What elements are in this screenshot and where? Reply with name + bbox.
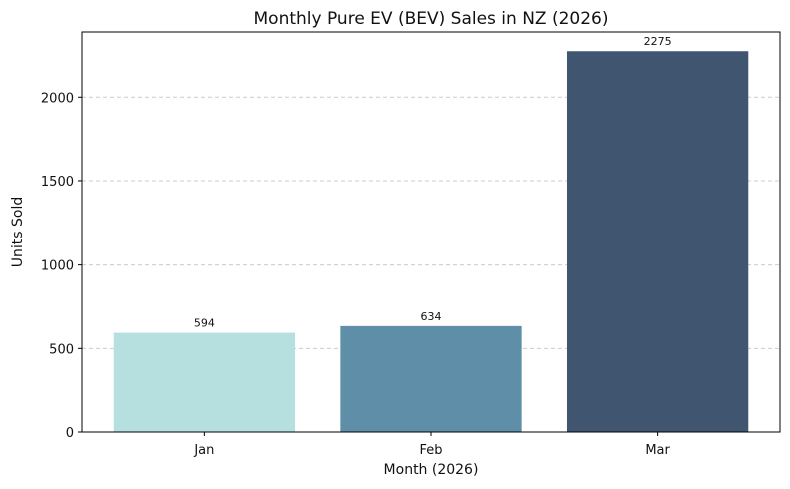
data-labels: 594 634 2275 bbox=[194, 35, 672, 329]
x-axis-label: Month (2026) bbox=[384, 462, 479, 478]
y-tick-label: 500 bbox=[49, 342, 74, 357]
chart-title: Monthly Pure EV (BEV) Sales in NZ (2026) bbox=[254, 9, 609, 29]
data-label: 634 bbox=[421, 310, 442, 323]
data-label: 2275 bbox=[644, 35, 672, 48]
y-tick-label: 0 bbox=[66, 426, 74, 441]
y-tick-label: 1000 bbox=[41, 259, 74, 274]
y-tick-label: 1500 bbox=[41, 175, 74, 190]
bar-mar bbox=[566, 51, 749, 433]
x-tick-label: Feb bbox=[419, 443, 442, 458]
y-tick-label: 2000 bbox=[41, 91, 74, 106]
x-axis-ticks: Jan Feb Mar bbox=[193, 432, 671, 458]
x-tick-label: Mar bbox=[645, 443, 670, 458]
y-axis-ticks: 0 500 1000 1500 2000 bbox=[41, 91, 82, 441]
y-axis-label: Units Sold bbox=[10, 197, 26, 267]
bars bbox=[113, 51, 749, 433]
x-tick-label: Jan bbox=[193, 443, 214, 458]
data-label: 594 bbox=[194, 317, 215, 330]
bar-jan bbox=[113, 332, 296, 432]
bar-feb bbox=[340, 325, 522, 432]
